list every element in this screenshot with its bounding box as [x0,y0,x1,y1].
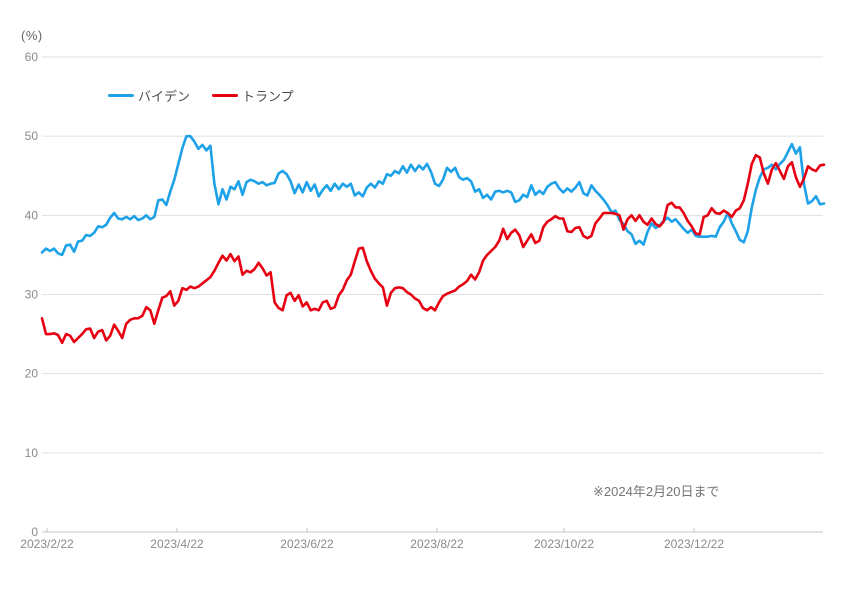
chart-note: ※2024年2月20日まで [593,484,720,499]
y-tick-label: 20 [25,367,39,381]
x-tick-label: 2023/6/22 [280,537,334,551]
biden-line-swatch [108,94,134,97]
x-tick-label: 2023/2/22 [20,537,74,551]
legend-item-trump: トランプ [212,86,294,105]
trump-line-swatch [212,94,239,97]
y-axis-unit-label: (%) [21,28,43,43]
legend-item-biden: バイデン [108,86,190,105]
x-tick-label: 2023/4/22 [150,537,204,551]
chart-legend: バイデン トランプ [108,86,294,105]
x-tick-label: 2023/8/22 [410,537,464,551]
biden-data-line [40,134,826,257]
x-tick-label: 2023/10/22 [534,537,594,551]
y-tick-label: 0 [31,525,38,539]
y-tick-label: 50 [25,129,39,143]
y-tick-label: 10 [25,446,39,460]
legend-label-trump: トランプ [242,89,294,104]
y-tick-label: 40 [25,208,39,222]
y-tick-label: 30 [25,288,39,302]
trump-data-line [40,153,826,345]
x-tick-label: 2023/12/22 [664,537,724,551]
y-tick-label: 60 [25,50,39,64]
legend-label-biden: バイデン [138,89,191,104]
